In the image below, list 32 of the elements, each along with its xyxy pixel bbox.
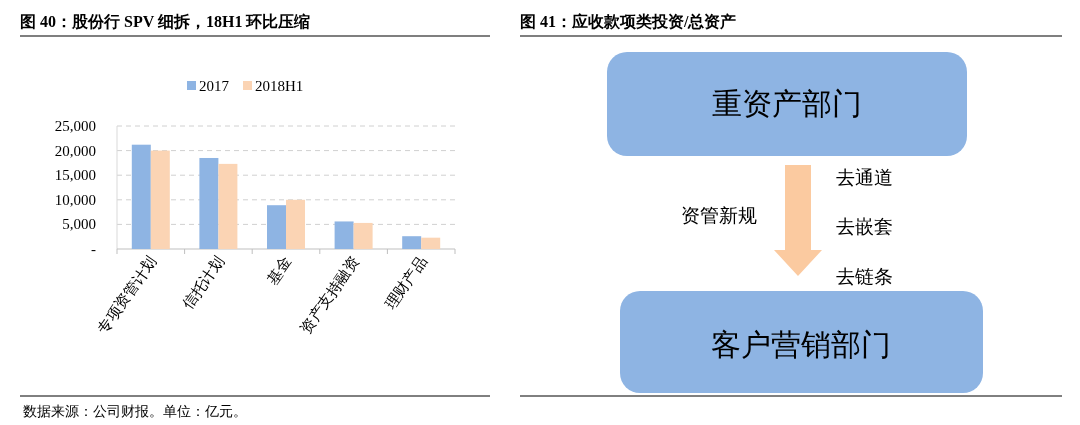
bar [402,236,422,249]
legend-label: 2018H1 [255,78,304,94]
text: 重资产部门 [712,87,862,120]
text: 资管新规 [681,205,757,226]
bar [286,199,305,249]
text: 去链条 [836,266,893,287]
bar [150,150,170,249]
y-tick-label: 25,000 [54,118,96,134]
x-tick-label: 理财产品 [382,253,430,312]
chart-title: 图 40：股份行 SPV 细拆，18H1 环比压缩 [20,13,311,30]
x-tick-label: 专项资管计划 [94,253,160,337]
y-tick-label: 15,000 [54,167,96,184]
bar [267,205,286,249]
text: 客户营销部门 [711,328,891,361]
legend-label: 2017 [199,78,230,94]
bar [334,221,354,249]
x-tick-label: 资产支持融资 [297,253,363,337]
x-tick-label: 基金 [264,253,295,288]
bar [218,163,238,249]
bar [353,222,373,249]
text: 去通道 [836,167,893,188]
bar [199,157,219,249]
bar [131,144,151,249]
x-tick-label: 信托计划 [179,253,227,312]
text: 去嵌套 [836,216,893,237]
y-tick-label: 10,000 [54,191,96,208]
y-tick-label: 20,000 [54,142,96,159]
text: 图 41：应收款项类投资/总资产 [520,12,737,30]
bar [421,237,441,249]
y-tick-label: - [91,241,96,257]
source-note: 数据来源：公司财报。单位：亿元。 [23,404,247,419]
y-tick-label: 5,000 [62,216,96,233]
